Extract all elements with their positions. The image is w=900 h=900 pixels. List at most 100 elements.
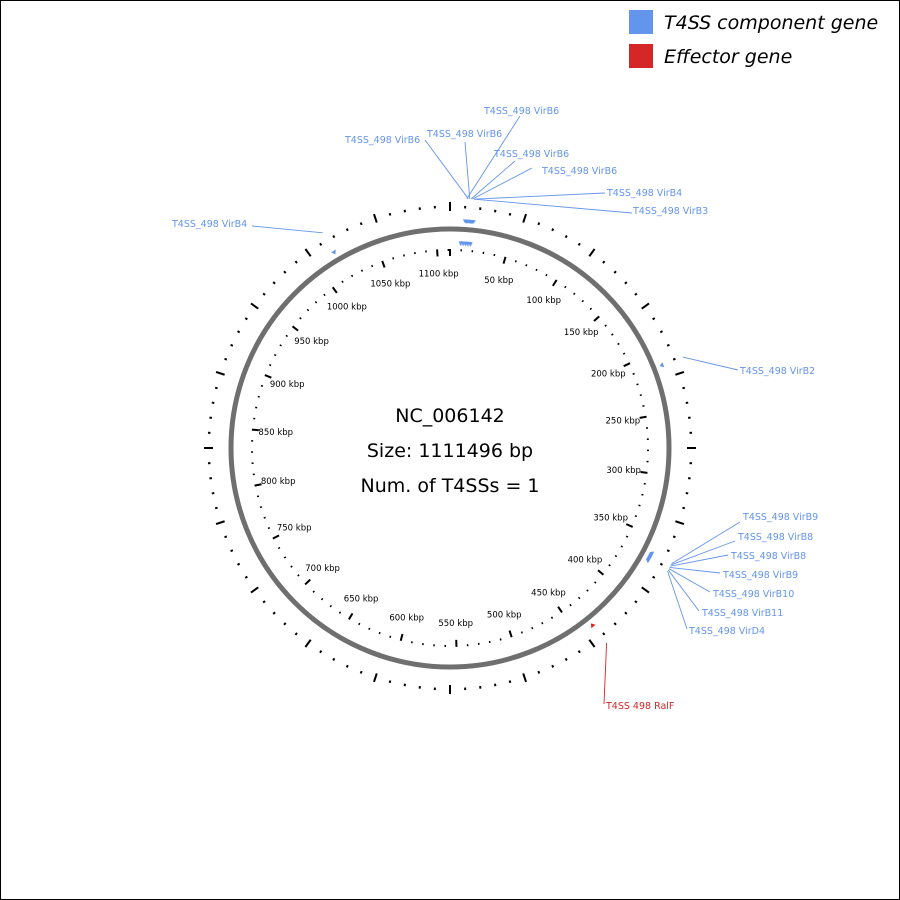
inner-tick bbox=[331, 286, 338, 294]
outer-tick bbox=[272, 281, 276, 285]
inner-tick bbox=[639, 394, 642, 397]
inner-tick bbox=[564, 285, 567, 289]
inner-tick bbox=[268, 364, 272, 367]
inner-tick bbox=[581, 299, 584, 303]
kbp-label: 1100 kbp bbox=[419, 269, 459, 279]
inner-tick bbox=[569, 603, 572, 607]
inner-tick bbox=[640, 470, 648, 474]
outer-tick bbox=[551, 228, 555, 232]
outer-tick bbox=[244, 317, 248, 321]
inner-tick bbox=[520, 631, 523, 634]
inner-tick bbox=[620, 545, 623, 548]
feature-label: T4SS_498 VirB6 bbox=[541, 166, 617, 177]
feature-label: T4SS_498 VirB2 bbox=[739, 366, 815, 377]
outer-tick bbox=[613, 622, 617, 626]
feature-label: T4SS_498 VirB6 bbox=[493, 149, 569, 160]
inner-tick bbox=[358, 622, 361, 626]
inner-tick bbox=[499, 638, 502, 641]
feature-callout bbox=[668, 568, 711, 593]
kbp-label: 600 kbp bbox=[389, 614, 424, 624]
outer-tick bbox=[577, 242, 581, 246]
inner-tick bbox=[608, 564, 611, 567]
outer-tick bbox=[537, 670, 541, 674]
inner-tick bbox=[297, 574, 300, 577]
feature-marker bbox=[331, 249, 336, 255]
outer-tick bbox=[675, 371, 685, 376]
inner-tick bbox=[251, 428, 259, 432]
kbp-label: 200 kbp bbox=[591, 369, 626, 379]
outer-tick bbox=[237, 330, 241, 334]
kbp-label: 900 kbp bbox=[270, 380, 305, 390]
inner-tick bbox=[634, 515, 638, 518]
inner-tick bbox=[323, 293, 326, 297]
legend-swatch-effector bbox=[629, 44, 653, 68]
inner-tick bbox=[291, 325, 299, 332]
inner-tick bbox=[552, 279, 558, 287]
outer-tick bbox=[294, 260, 298, 264]
kbp-label: 800 kbp bbox=[261, 477, 296, 487]
kbp-label: 850 kbp bbox=[258, 428, 293, 438]
feature-callout bbox=[671, 521, 741, 565]
kbp-label: 350 kbp bbox=[593, 513, 628, 523]
inner-tick bbox=[617, 342, 620, 346]
outer-tick bbox=[272, 611, 276, 615]
feature-label: T4SS 498 RalF bbox=[605, 701, 674, 712]
inner-tick bbox=[257, 395, 260, 398]
outer-tick bbox=[634, 292, 638, 296]
feature-label: T4SS_498 VirB4 bbox=[171, 219, 247, 230]
genome-size: Size: 1111496 bp bbox=[367, 440, 533, 462]
outer-tick bbox=[672, 357, 676, 361]
inner-tick bbox=[314, 300, 318, 304]
outer-tick bbox=[564, 235, 568, 239]
inner-tick bbox=[264, 374, 272, 379]
genome-accession: NC_006142 bbox=[395, 405, 505, 427]
inner-tick bbox=[329, 604, 333, 608]
feature-label: T4SS_498 VirB6 bbox=[344, 135, 420, 146]
outer-tick bbox=[522, 213, 527, 223]
inner-tick bbox=[263, 516, 266, 519]
inner-tick bbox=[285, 334, 288, 338]
feature-label: T4SS_498 VirB10 bbox=[712, 589, 794, 600]
inner-tick bbox=[360, 269, 364, 272]
kbp-label: 50 kbp bbox=[484, 276, 513, 286]
inner-tick bbox=[502, 256, 507, 264]
inner-tick bbox=[632, 372, 635, 375]
outer-tick bbox=[359, 222, 363, 226]
feature-callout bbox=[603, 642, 608, 705]
outer-tick bbox=[682, 506, 686, 510]
inner-tick bbox=[371, 264, 374, 268]
inner-tick bbox=[389, 635, 392, 638]
inner-tick bbox=[614, 554, 618, 558]
inner-tick bbox=[348, 612, 354, 620]
inner-tick bbox=[611, 333, 614, 336]
outer-tick bbox=[641, 586, 650, 594]
outer-tick bbox=[641, 302, 650, 310]
kbp-label: 1050 kbp bbox=[370, 279, 410, 289]
inner-tick bbox=[597, 569, 605, 576]
inner-tick bbox=[531, 626, 534, 630]
outer-tick bbox=[294, 632, 298, 636]
outer-tick bbox=[666, 549, 670, 553]
outer-tick bbox=[682, 386, 686, 390]
legend-label-effector: Effector gene bbox=[664, 46, 792, 68]
outer-tick bbox=[551, 664, 555, 668]
outer-tick bbox=[319, 650, 323, 654]
inner-tick bbox=[604, 324, 607, 327]
feature-marker bbox=[659, 362, 665, 368]
inner-tick-ring bbox=[251, 249, 649, 647]
inner-tick bbox=[290, 565, 293, 568]
inner-tick bbox=[259, 506, 263, 509]
outer-tick bbox=[224, 535, 228, 539]
feature-marker bbox=[470, 219, 476, 225]
feature-callout bbox=[251, 225, 323, 234]
inner-tick bbox=[593, 315, 600, 322]
feature-callout bbox=[464, 141, 471, 199]
feature-callout bbox=[670, 554, 729, 567]
inner-tick bbox=[350, 274, 354, 278]
feature-marker bbox=[645, 558, 651, 564]
feature-marker bbox=[590, 623, 596, 629]
inner-tick bbox=[283, 556, 287, 559]
inner-tick bbox=[368, 627, 371, 631]
outer-tick bbox=[508, 680, 512, 684]
inner-tick bbox=[586, 589, 589, 592]
